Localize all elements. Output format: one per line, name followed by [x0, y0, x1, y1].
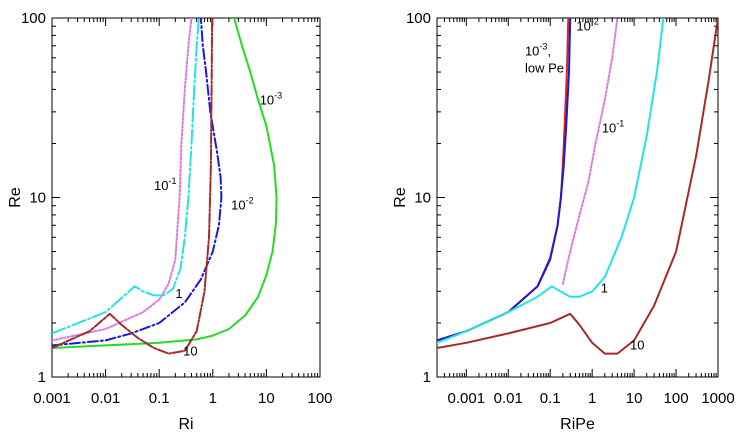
- series-group: [52, 18, 278, 355]
- x-axis-title: Ri: [178, 416, 193, 433]
- x-axis-title: RiPe: [560, 416, 595, 433]
- x-tick-label: 1: [588, 390, 596, 407]
- y-tick-label: 100: [21, 10, 46, 27]
- curve-annotation: 10-3,: [525, 41, 551, 58]
- y-axis-title: Re: [7, 187, 24, 208]
- curve-annotation: 10-3: [260, 90, 282, 107]
- series-line: [52, 18, 214, 355]
- x-tick-label: 1000: [701, 390, 734, 407]
- curve-annotation: 10-1: [602, 119, 624, 136]
- y-axis-title: Re: [392, 187, 409, 208]
- x-tick-label: 100: [664, 390, 689, 407]
- curve-annotation: 10: [630, 338, 644, 353]
- x-tick-label: 1: [209, 390, 217, 407]
- y-tick-label: 10: [29, 190, 46, 207]
- series-line: [437, 18, 665, 344]
- chart-1: 0.001 0.01 0.1 1 10 100 1 10 100 Ri Re 10-3 10-2 10-1…: [7, 10, 333, 433]
- x-tick-label: 100: [307, 390, 332, 407]
- series-line: [52, 18, 200, 335]
- x-tick-label: 0.001: [448, 390, 486, 407]
- series-line: [561, 18, 619, 285]
- chart-2: 0.001 0.01 0.1 1 10 100 1000 1 10 100 RiPe Re 10-3, l…: [392, 10, 735, 433]
- x-tick-label: 10: [626, 390, 643, 407]
- y-tick-label: 100: [406, 10, 431, 27]
- series-group: [437, 18, 718, 355]
- curve-annotation-line2: low Pe: [525, 60, 564, 75]
- curve-annotation: 10-2: [576, 17, 598, 34]
- x-tick-label: 0.001: [33, 390, 71, 407]
- x-tick-label: 10: [258, 390, 275, 407]
- series-line: [52, 18, 193, 342]
- curve-annotation: 10-2: [231, 195, 253, 212]
- curve-annotation: 10: [183, 343, 197, 358]
- minor-ticks: [436, 18, 718, 377]
- curve-annotation: 1: [175, 286, 182, 301]
- curve-annotation: 1: [601, 281, 608, 296]
- x-tick-label: 0.01: [91, 390, 120, 407]
- x-tick-label: 0.01: [494, 390, 523, 407]
- y-tick-label: 1: [423, 369, 431, 386]
- y-tick-label: 1: [38, 369, 46, 386]
- y-tick-label: 10: [414, 190, 431, 207]
- x-tick-label: 0.1: [540, 390, 561, 407]
- x-tick-label: 0.1: [149, 390, 170, 407]
- curve-annotation: 10-1: [154, 176, 176, 193]
- series-line: [437, 18, 718, 355]
- series-line: [52, 18, 223, 347]
